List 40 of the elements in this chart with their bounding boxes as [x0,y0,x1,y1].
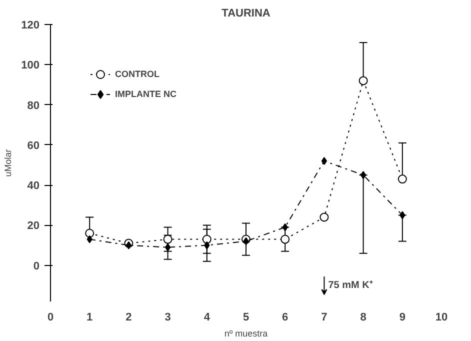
point [243,237,249,246]
x-tick-label: 6 [282,312,288,324]
x-tick-label: 9 [399,312,406,324]
point [164,243,171,252]
point [360,171,366,180]
y-tick-label: 80 [27,100,40,112]
y-tick-label: 60 [27,140,40,152]
point [85,228,94,238]
point [163,234,172,244]
point [321,156,328,165]
x-tick-label: 7 [321,312,328,324]
legend-label: CONTROL [115,69,160,79]
point [358,76,368,86]
x-tick-label: 10 [435,312,448,324]
point [282,223,288,232]
x-tick-label: 3 [164,312,171,324]
x-tick-label: 1 [86,312,93,324]
point [320,212,329,222]
chart-title: TAURINA [222,8,270,20]
x-axis-title: nº muestra [224,328,268,338]
point [202,234,212,244]
point [280,234,290,244]
point [86,235,92,244]
point [398,174,407,184]
y-axis-title: uMolar [3,149,14,177]
x-tick-label: 4 [204,312,211,324]
y-tick-label: 20 [27,220,40,232]
legend-label: IMPLANTE NC [115,89,176,99]
y-tick-label: 40 [27,180,40,192]
x-tick-label: 8 [360,312,366,324]
point [126,241,132,250]
x-tick-label: 5 [242,312,250,324]
y-tick-label: 100 [21,60,40,72]
y-tick-label: 0 [33,260,40,272]
point [400,211,406,220]
point [204,241,210,250]
x-tick-label: 2 [126,312,132,324]
x-tick-label: 0 [47,312,54,324]
y-tick-label: 120 [21,20,40,32]
annotation: 75 mM K⁺ [328,280,374,291]
